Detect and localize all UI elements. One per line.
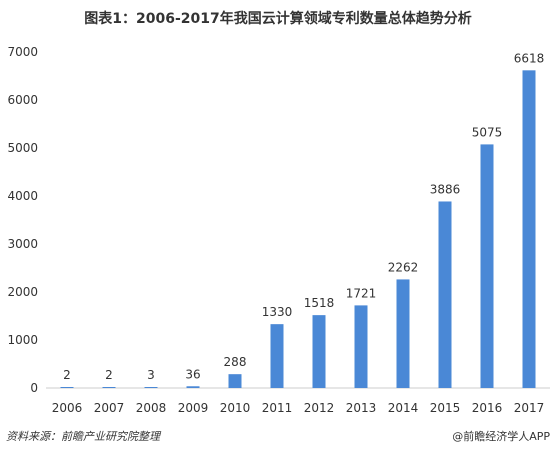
bar-2016: [480, 144, 494, 388]
y-tick-label: 4000: [7, 189, 38, 203]
x-tick-label-2009: 2009: [178, 401, 209, 415]
bar-2008: [144, 387, 158, 388]
data-label-2008: 3: [147, 368, 155, 382]
x-tick-label-2012: 2012: [304, 401, 335, 415]
data-label-2016: 5075: [472, 125, 503, 139]
bar-2009: [186, 386, 200, 388]
brand-credit: @前瞻经济学人APP: [452, 430, 550, 443]
bar-2015: [438, 201, 452, 388]
y-tick-label: 5000: [7, 141, 38, 155]
data-label-2014: 2262: [388, 260, 419, 274]
data-label-2013: 1721: [346, 286, 377, 300]
x-tick-label-2008: 2008: [136, 401, 167, 415]
x-tick-label-2015: 2015: [430, 401, 461, 415]
y-tick-label: 1000: [7, 333, 38, 347]
y-tick-label: 3000: [7, 237, 38, 251]
x-tick-label-2007: 2007: [94, 401, 125, 415]
data-label-2007: 2: [105, 368, 113, 382]
bar-2010: [228, 374, 242, 388]
data-label-2015: 3886: [430, 182, 461, 196]
x-tick-label-2017: 2017: [514, 401, 545, 415]
x-tick-label-2013: 2013: [346, 401, 377, 415]
data-label-2009: 36: [185, 367, 200, 381]
bar-2014: [396, 279, 410, 388]
bar-2017: [522, 70, 536, 388]
bar-2007: [102, 387, 116, 388]
x-tick-label-2010: 2010: [220, 401, 251, 415]
bar-2012: [312, 315, 326, 388]
x-tick-label-2016: 2016: [472, 401, 503, 415]
y-tick-label: 6000: [7, 93, 38, 107]
y-tick-label: 7000: [7, 45, 38, 59]
chart-title: 图表1：2006-2017年我国云计算领域专利数量总体趋势分析: [84, 11, 472, 27]
bar-2011: [270, 324, 284, 388]
bar-2006: [60, 387, 74, 388]
y-tick-label: 2000: [7, 285, 38, 299]
x-tick-label-2006: 2006: [52, 401, 83, 415]
y-tick-label: 0: [30, 381, 38, 395]
data-label-2017: 6618: [514, 51, 545, 65]
bar-2013: [354, 305, 368, 388]
x-tick-label-2011: 2011: [262, 401, 293, 415]
x-tick-label-2014: 2014: [388, 401, 419, 415]
data-label-2012: 1518: [304, 296, 335, 310]
source-note: 资料来源：前瞻产业研究院整理: [6, 430, 160, 443]
data-label-2006: 2: [63, 368, 71, 382]
data-label-2010: 288: [224, 355, 247, 369]
data-label-2011: 1330: [262, 305, 293, 319]
